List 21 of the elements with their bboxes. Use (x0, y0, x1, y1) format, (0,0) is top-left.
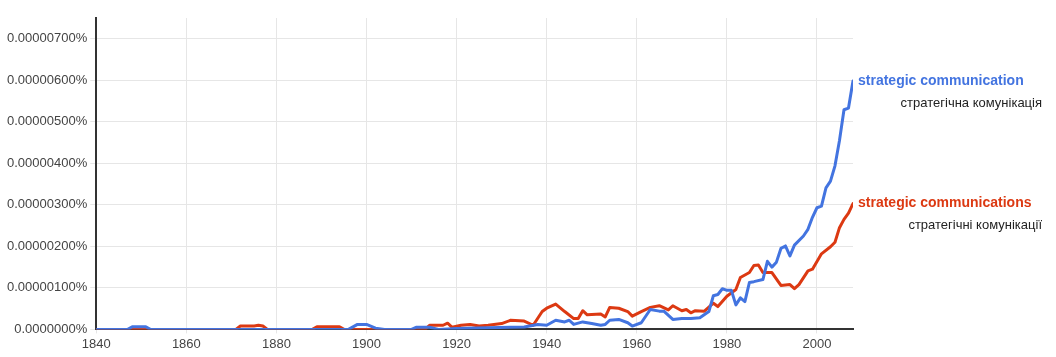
y-tick-label: 0.00000500% (6, 113, 88, 129)
y-tick-label: 0.00000300% (6, 196, 88, 212)
x-tick-label: 1940 (532, 335, 562, 351)
text: стратегічна комунікація (900, 94, 1042, 110)
x-tick-label: 1920 (442, 335, 472, 351)
y-tick-label: 0.0000000% (14, 320, 88, 336)
y-tick-label: 0.00000600% (6, 71, 88, 87)
text: стратегічні комунікації (908, 217, 1043, 233)
x-tick-label: 1900 (352, 335, 381, 351)
series-label: strategic communication (858, 71, 1024, 88)
x-tick-label: 1980 (712, 335, 742, 351)
x-tick-label: 2000 (802, 335, 832, 351)
x-tick-label: 1840 (81, 335, 111, 351)
x-tick-label: 1880 (261, 335, 291, 351)
y-tick-label: 0.00000400% (6, 154, 88, 170)
y-tick-label: 0.00000200% (6, 237, 88, 253)
x-tick-label: 1860 (171, 335, 201, 351)
series-label: strategic communications (858, 194, 1032, 211)
y-tick-label: 0.00000700% (6, 30, 88, 46)
x-tick-label: 1960 (622, 335, 652, 351)
y-tick-label: 0.00000100% (6, 279, 88, 295)
